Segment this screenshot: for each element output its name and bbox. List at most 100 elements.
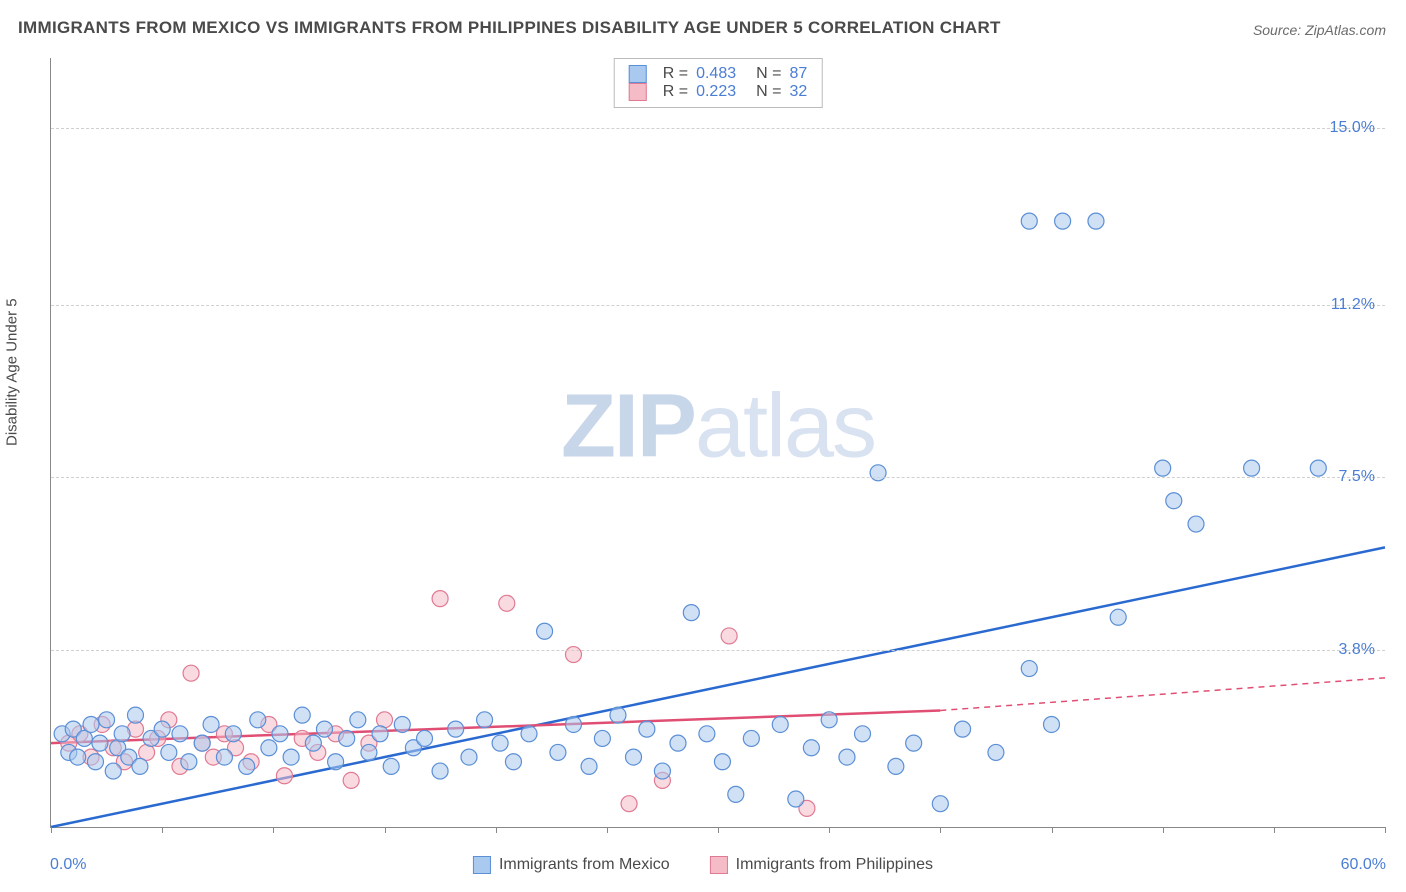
point-philippines	[621, 796, 637, 812]
point-philippines	[721, 628, 737, 644]
swatch-mexico-bottom	[473, 856, 491, 874]
point-mexico	[1188, 516, 1204, 532]
point-mexico	[505, 754, 521, 770]
point-mexico	[172, 726, 188, 742]
trendline-philippines-dashed	[940, 678, 1385, 711]
point-mexico	[417, 730, 433, 746]
point-mexico	[581, 758, 597, 774]
point-mexico	[1155, 460, 1171, 476]
point-mexico	[239, 758, 255, 774]
r-value-mexico: 0.483	[696, 65, 736, 83]
point-mexico	[1088, 213, 1104, 229]
point-philippines	[499, 595, 515, 611]
point-mexico	[955, 721, 971, 737]
x-tick	[940, 827, 941, 833]
point-mexico	[383, 758, 399, 774]
point-mexico	[772, 716, 788, 732]
point-mexico	[87, 754, 103, 770]
point-mexico	[1310, 460, 1326, 476]
point-mexico	[1044, 716, 1060, 732]
point-mexico	[492, 735, 508, 751]
point-mexico	[261, 740, 277, 756]
point-mexico	[610, 707, 626, 723]
n-value-philippines: 32	[789, 83, 807, 101]
point-mexico	[127, 707, 143, 723]
y-tick-label: 3.8%	[1339, 641, 1375, 659]
point-mexico	[1021, 661, 1037, 677]
point-mexico	[339, 730, 355, 746]
x-tick	[829, 827, 830, 833]
point-mexico	[83, 716, 99, 732]
point-mexico	[699, 726, 715, 742]
x-tick	[273, 827, 274, 833]
point-mexico	[988, 744, 1004, 760]
point-mexico	[161, 744, 177, 760]
y-tick-label: 11.2%	[1331, 296, 1375, 314]
point-mexico	[565, 716, 581, 732]
point-mexico	[803, 740, 819, 756]
point-mexico	[328, 754, 344, 770]
point-mexico	[99, 712, 115, 728]
point-mexico	[906, 735, 922, 751]
point-mexico	[272, 726, 288, 742]
point-mexico	[461, 749, 477, 765]
point-mexico	[70, 749, 86, 765]
point-mexico	[448, 721, 464, 737]
gridline	[51, 128, 1385, 129]
point-philippines	[183, 665, 199, 681]
point-mexico	[203, 716, 219, 732]
stats-row-mexico: R = 0.483 N = 87	[629, 65, 808, 83]
point-mexico	[1244, 460, 1260, 476]
point-mexico	[216, 749, 232, 765]
point-mexico	[283, 749, 299, 765]
point-mexico	[594, 730, 610, 746]
chart-title: IMMIGRANTS FROM MEXICO VS IMMIGRANTS FRO…	[18, 18, 1001, 38]
point-mexico	[521, 726, 537, 742]
bottom-legend: Immigrants from Mexico Immigrants from P…	[473, 856, 933, 874]
y-tick-label: 15.0%	[1330, 119, 1375, 137]
point-mexico	[654, 763, 670, 779]
x-tick	[607, 827, 608, 833]
point-mexico	[250, 712, 266, 728]
point-mexico	[92, 735, 108, 751]
trendline-mexico	[51, 547, 1385, 827]
point-mexico	[788, 791, 804, 807]
point-mexico	[194, 735, 210, 751]
point-mexico	[728, 786, 744, 802]
legend-item-philippines: Immigrants from Philippines	[710, 856, 933, 874]
x-tick	[385, 827, 386, 833]
x-tick	[1052, 827, 1053, 833]
gridline	[51, 650, 1385, 651]
point-mexico	[294, 707, 310, 723]
point-mexico	[305, 735, 321, 751]
legend-label-mexico: Immigrants from Mexico	[499, 856, 670, 873]
point-philippines	[432, 591, 448, 607]
point-mexico	[821, 712, 837, 728]
point-mexico	[626, 749, 642, 765]
point-mexico	[316, 721, 332, 737]
point-mexico	[550, 744, 566, 760]
point-mexico	[477, 712, 493, 728]
point-mexico	[154, 721, 170, 737]
n-value-mexico: 87	[789, 65, 807, 83]
point-mexico	[537, 623, 553, 639]
point-mexico	[1110, 609, 1126, 625]
point-mexico	[432, 763, 448, 779]
point-mexico	[1166, 493, 1182, 509]
point-mexico	[839, 749, 855, 765]
stats-row-philippines: R = 0.223 N = 32	[629, 83, 808, 101]
legend-label-philippines: Immigrants from Philippines	[736, 856, 933, 873]
gridline	[51, 477, 1385, 478]
source-attribution: Source: ZipAtlas.com	[1253, 22, 1386, 38]
point-mexico	[683, 605, 699, 621]
x-tick	[1385, 827, 1386, 833]
y-axis-label: Disability Age Under 5	[4, 298, 21, 446]
point-mexico	[855, 726, 871, 742]
r-value-philippines: 0.223	[696, 83, 736, 101]
point-philippines	[343, 772, 359, 788]
point-mexico	[670, 735, 686, 751]
point-mexico	[888, 758, 904, 774]
x-tick	[1274, 827, 1275, 833]
point-mexico	[932, 796, 948, 812]
x-tick	[718, 827, 719, 833]
